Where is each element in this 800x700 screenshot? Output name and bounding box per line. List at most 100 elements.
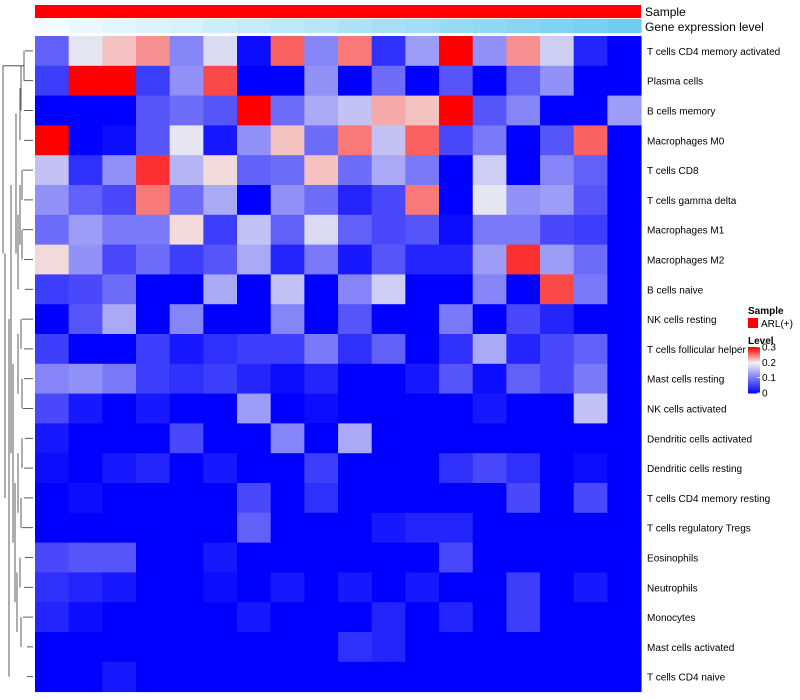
heatmap-cell — [405, 512, 440, 544]
heatmap-cell — [540, 423, 575, 454]
legend-gradient-step — [748, 347, 760, 349]
heatmap-cell — [102, 155, 137, 186]
heatmap-cell — [237, 274, 272, 305]
heatmap-cell — [439, 244, 474, 275]
heatmap-cell — [506, 95, 541, 126]
heatmap-cell — [371, 423, 406, 454]
heatmap-cell — [237, 155, 272, 186]
heatmap-cell — [439, 483, 474, 514]
heatmap-cell — [573, 632, 608, 663]
heatmap-cell — [439, 602, 474, 633]
legend-gradient-step — [748, 360, 760, 363]
heatmap-cell — [506, 423, 541, 454]
heatmap-cell — [35, 244, 70, 275]
heatmap-cell — [371, 572, 406, 603]
row-label: T cells CD8 — [647, 166, 699, 177]
heatmap-cell — [472, 155, 507, 186]
heatmap-cell — [237, 423, 272, 454]
heatmap-cell — [270, 65, 305, 97]
heatmap-cell — [439, 214, 474, 246]
gene-expression-annotation-cell — [203, 19, 238, 33]
heatmap-cell — [270, 274, 305, 305]
heatmap-cell — [35, 36, 70, 67]
heatmap-cell — [405, 65, 440, 97]
heatmap-cell — [203, 65, 238, 97]
heatmap-cell — [405, 36, 440, 67]
heatmap-cell — [439, 274, 474, 305]
heatmap-cell — [102, 542, 137, 573]
heatmap-cell — [270, 214, 305, 246]
legend-tick-label: 0 — [762, 389, 768, 400]
heatmap-cell — [338, 572, 373, 603]
legend-gradient-step — [748, 356, 760, 358]
heatmap-cell — [169, 661, 204, 693]
heatmap-cell — [237, 36, 272, 67]
heatmap-cell — [68, 363, 103, 395]
heatmap-cell — [203, 483, 238, 514]
heatmap-cell — [405, 155, 440, 186]
heatmap-cell — [338, 334, 373, 365]
heatmap-cell — [405, 214, 440, 246]
legend-gradient-step — [748, 364, 760, 366]
heatmap-cell — [136, 65, 171, 97]
heatmap-cell — [573, 125, 608, 156]
heatmap-cell — [405, 542, 440, 573]
row-label: Mast cells resting — [647, 375, 724, 386]
heatmap-cell — [304, 393, 339, 424]
heatmap-cell — [338, 512, 373, 544]
heatmap-cell — [203, 542, 238, 573]
heatmap-cell — [203, 334, 238, 365]
heatmap-cell — [338, 214, 373, 246]
heatmap-cell — [607, 36, 642, 67]
heatmap-cell — [371, 185, 406, 216]
heatmap-cell — [102, 423, 137, 454]
heatmap-cell — [540, 453, 575, 484]
sample-annotation-bar — [35, 5, 642, 18]
heatmap-cell — [573, 483, 608, 514]
heatmap-cell — [439, 453, 474, 484]
heatmap-cell — [607, 423, 642, 454]
legend-sample-swatch — [748, 318, 758, 328]
heatmap-cell — [573, 453, 608, 484]
heatmap-cell — [68, 393, 103, 424]
heatmap-cell — [472, 244, 507, 275]
heatmap-cell — [371, 483, 406, 514]
heatmap-cell — [472, 453, 507, 484]
heatmap-cell — [472, 393, 507, 424]
heatmap-cell — [102, 65, 137, 97]
heatmap-cell — [439, 572, 474, 603]
heatmap-cell — [68, 65, 103, 97]
gene-expression-annotation-cell — [35, 19, 70, 33]
heatmap-cell — [573, 36, 608, 67]
row-label: NK cells resting — [647, 315, 716, 326]
heatmap-cell — [607, 185, 642, 216]
heatmap-cell — [573, 65, 608, 97]
heatmap-cell — [169, 602, 204, 633]
heatmap-cell — [203, 512, 238, 544]
heatmap-cell — [35, 542, 70, 573]
heatmap-cell — [270, 661, 305, 693]
heatmap-cell — [136, 304, 171, 335]
heatmap-cell — [371, 95, 406, 126]
heatmap-cell — [136, 185, 171, 216]
heatmap-cell — [472, 661, 507, 693]
heatmap-cell — [35, 214, 70, 246]
heatmap-cell — [338, 661, 373, 693]
heatmap-cell — [405, 274, 440, 305]
heatmap-cell — [102, 393, 137, 424]
heatmap-cell — [338, 363, 373, 395]
heatmap-cell — [136, 334, 171, 365]
heatmap-cell — [68, 36, 103, 67]
heatmap-cell — [540, 542, 575, 573]
heatmap-cell — [68, 304, 103, 335]
legend-gradient-step — [748, 390, 760, 393]
heatmap-cell — [68, 274, 103, 305]
heatmap-cell — [102, 572, 137, 603]
heatmap-cell — [203, 185, 238, 216]
heatmap-cell — [506, 214, 541, 246]
legend-gradient-step — [748, 359, 760, 362]
heatmap-cell — [304, 214, 339, 246]
legend-gradient-step — [748, 374, 760, 377]
heatmap-cell — [237, 632, 272, 663]
heatmap-cell — [102, 125, 137, 156]
